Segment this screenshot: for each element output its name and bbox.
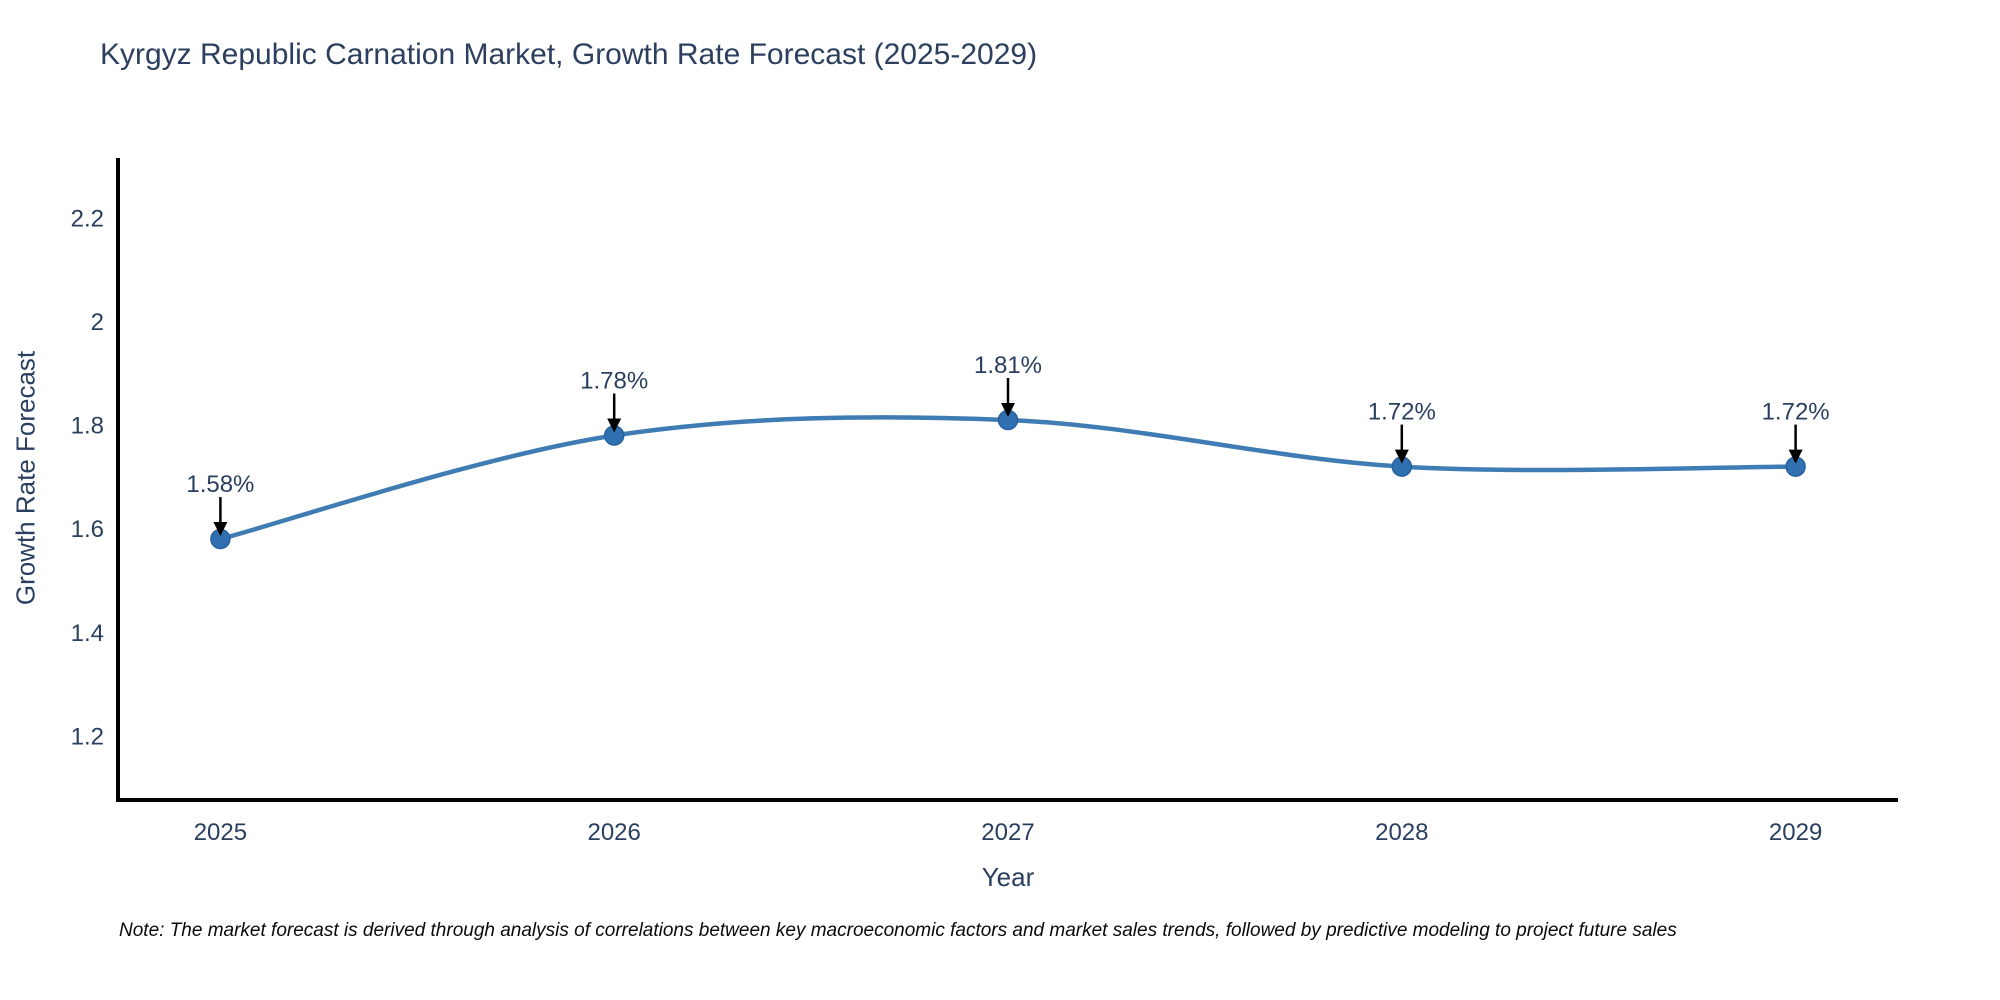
y-tick-label: 1.2 bbox=[71, 723, 104, 750]
x-tick-label: 2029 bbox=[1769, 819, 1822, 846]
data-point-label: 1.81% bbox=[974, 352, 1042, 379]
data-point-label: 1.72% bbox=[1368, 399, 1436, 426]
x-axis-title: Year bbox=[981, 862, 1035, 892]
annotation-arrow-head bbox=[1001, 402, 1015, 417]
x-tick-label: 2028 bbox=[1375, 819, 1428, 846]
annotation-arrow-head bbox=[213, 522, 228, 537]
x-tick-label: 2026 bbox=[587, 819, 640, 846]
axis-spines bbox=[116, 158, 1898, 802]
x-tick-label: 2027 bbox=[981, 819, 1034, 846]
chart-title: Kyrgyz Republic Carnation Market, Growth… bbox=[100, 38, 1038, 71]
data-point-label: 1.78% bbox=[580, 368, 648, 395]
data-point-label: 1.72% bbox=[1762, 399, 1830, 426]
y-tick-label: 2.2 bbox=[71, 206, 104, 233]
y-tick-label: 1.8 bbox=[71, 413, 104, 440]
y-tick-label: 2 bbox=[91, 309, 104, 336]
y-tick-label: 1.6 bbox=[71, 516, 104, 543]
x-tick-label: 2025 bbox=[194, 819, 247, 846]
annotation-arrow-head bbox=[607, 418, 622, 433]
annotation-arrow-head bbox=[1394, 449, 1409, 464]
annotation-arrow-head bbox=[1788, 449, 1803, 464]
y-tick-label: 1.4 bbox=[71, 620, 104, 647]
data-point-label: 1.58% bbox=[186, 471, 254, 498]
footnote: Note: The market forecast is derived thr… bbox=[119, 920, 1677, 941]
forecast-line bbox=[218, 415, 1798, 542]
